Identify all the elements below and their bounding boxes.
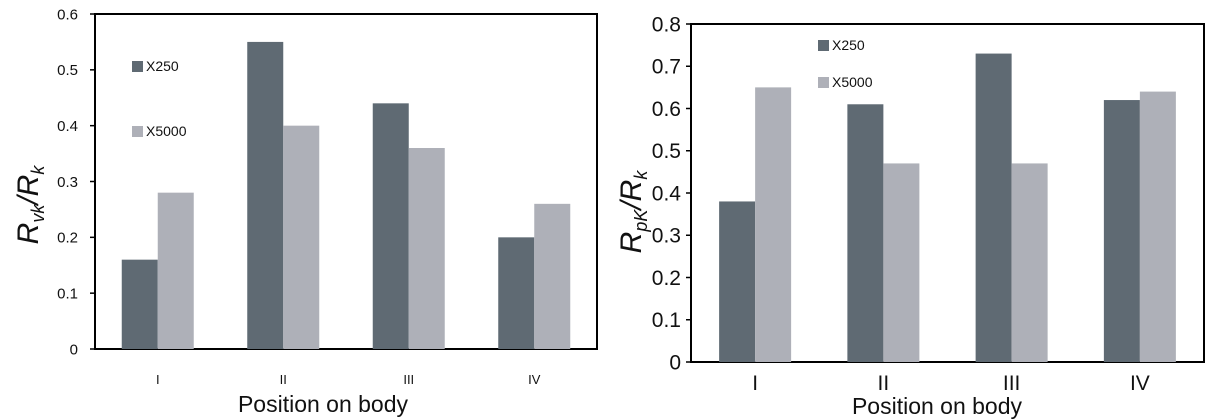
bar-x5000-iii (1011, 163, 1048, 362)
svg-text:RpK/Rk: RpK/Rk (615, 170, 651, 254)
y-tick-label: 0.6 (57, 6, 78, 23)
x-tick-label: III (1003, 372, 1021, 395)
y-tick-label: 0.8 (652, 13, 681, 36)
legend-swatch-x5000 (818, 77, 829, 88)
bar-x5000-iv (1139, 91, 1176, 362)
x-tick-label: II (280, 372, 287, 387)
y-tick-label: 0 (669, 351, 681, 374)
bar-x5000-iv (534, 203, 571, 349)
x-tick-label: I (752, 372, 758, 395)
y-tick-label: 0.3 (652, 225, 681, 248)
x-tick-label: III (403, 372, 414, 387)
y-tick-label: 0.4 (57, 118, 78, 135)
y-axis-title-sub1: pK (631, 209, 651, 233)
legend-label-x5000: X5000 (146, 123, 187, 139)
legend-label-x250: X250 (832, 37, 865, 53)
legend-swatch-x250 (818, 40, 829, 51)
y-tick-label: 0.1 (57, 285, 78, 302)
y-tick-label: 0.3 (57, 174, 78, 191)
bar-x250-iii (975, 53, 1012, 362)
x-tick-label: IV (528, 372, 541, 387)
bar-x250-ii (847, 104, 884, 363)
y-tick-label: 0.6 (652, 98, 681, 121)
y-axis-title-sep: /R (12, 175, 45, 207)
bar-x5000-i (755, 87, 792, 362)
y-axis-title-main: R (12, 223, 45, 245)
bar-x5000-iii (408, 148, 445, 349)
legend-swatch-x5000 (132, 126, 143, 137)
y-axis-title-main: R (615, 232, 648, 254)
y-tick-label: 0.4 (652, 182, 682, 205)
chart-left: Rvk/Rk Position on body 0 0.1 0.2 0.3 0.4 0.5… (12, 6, 598, 417)
bar-x5000-ii (883, 163, 920, 362)
y-axis-title: RpK/Rk (615, 170, 651, 254)
x-tick-label: IV (1130, 372, 1150, 395)
y-axis-title-sub2: k (631, 170, 651, 180)
bar-x250-iv (1103, 100, 1140, 363)
svg-text:Rvk/Rk: Rvk/Rk (12, 165, 48, 245)
bar-x250-iii (372, 103, 409, 349)
bar-x5000-ii (283, 125, 320, 350)
y-axis-title-sep: /R (615, 180, 648, 212)
y-axis-title-sub1: vk (28, 204, 48, 223)
y-tick-label: 0 (70, 341, 78, 358)
y-tick-label: 0.1 (652, 309, 681, 332)
legend-swatch-x250 (132, 61, 143, 72)
y-axis-title: Rvk/Rk (12, 165, 48, 245)
bar-x250-iv (498, 237, 535, 349)
bar-x250-i (121, 259, 158, 349)
legend-label-x250: X250 (146, 58, 179, 74)
y-axis-title-sub2: k (28, 165, 48, 175)
chart-right: RpK/Rk Position on body 0 0.1 0.2 0.3 0.4 0.5… (615, 13, 1205, 419)
x-axis-title: Position on body (852, 393, 1023, 419)
bar-x250-i (719, 201, 756, 362)
bar-x5000-i (157, 192, 194, 349)
x-axis-title: Position on body (238, 391, 409, 417)
bar-x250-ii (247, 41, 284, 350)
y-tick-label: 0.5 (57, 62, 78, 79)
legend-label-x5000: X5000 (832, 74, 873, 90)
y-tick-label: 0.2 (652, 267, 681, 290)
x-tick-label: I (156, 372, 160, 387)
y-tick-label: 0.7 (652, 56, 681, 79)
y-tick-label: 0.5 (652, 140, 681, 163)
x-tick-label: II (878, 372, 890, 395)
y-tick-label: 0.2 (57, 230, 78, 247)
